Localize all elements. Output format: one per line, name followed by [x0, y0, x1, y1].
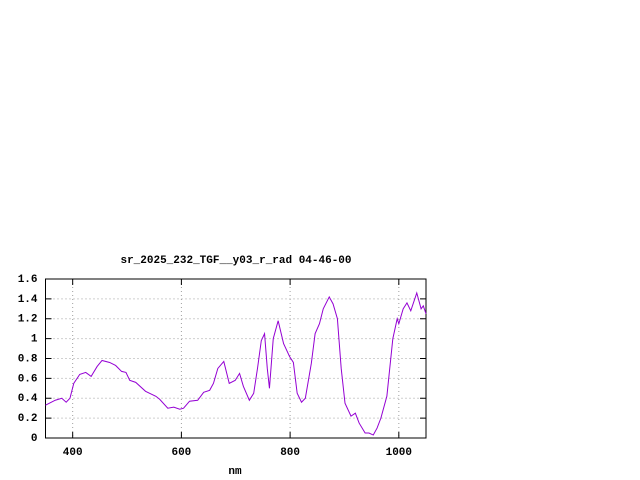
data-line — [45, 291, 427, 436]
x-tick-label: 1000 — [386, 447, 412, 459]
x-axis-label: nm — [228, 466, 242, 478]
y-tick-label: 1.2 — [18, 314, 38, 326]
y-tick-label: 1 — [31, 334, 38, 346]
x-tick-label: 600 — [171, 447, 191, 459]
y-tick-label: 0.8 — [18, 353, 38, 365]
x-tick-label: 400 — [63, 447, 83, 459]
x-tick-label: 800 — [280, 447, 300, 459]
y-tick-label: 1.6 — [18, 274, 38, 286]
y-tick-label: 0 — [31, 433, 38, 445]
y-tick-label: 0.2 — [18, 413, 38, 425]
chart-title: sr_2025_232_TGF__y03_r_rad 04-46-00 — [120, 255, 351, 267]
plot-frame — [45, 278, 427, 439]
y-tick-label: 1.4 — [18, 294, 38, 306]
y-tick-label: 0.6 — [18, 373, 38, 385]
y-tick-label: 0.4 — [18, 393, 38, 405]
